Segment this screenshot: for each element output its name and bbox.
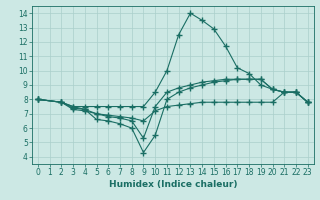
X-axis label: Humidex (Indice chaleur): Humidex (Indice chaleur) [108,180,237,189]
